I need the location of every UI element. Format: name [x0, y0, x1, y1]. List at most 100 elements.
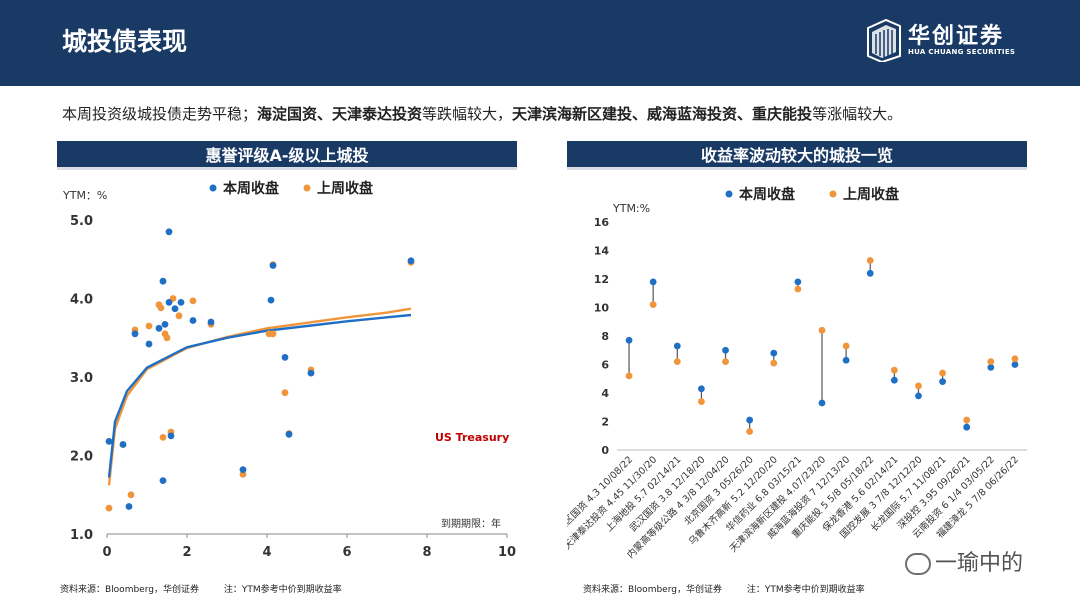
- x-tick-label: 6: [342, 545, 351, 560]
- point-last-week: [746, 428, 754, 435]
- point-last-week: [770, 359, 778, 367]
- point-this-week: [649, 278, 657, 286]
- point-this-week: [239, 466, 247, 473]
- point-this-week: [105, 438, 113, 445]
- left-note-text: 注：YTM参考中价到期收益率: [223, 585, 342, 595]
- right-source: 资料来源：Bloomberg，华创证券 注：YTM参考中价到期收益率: [583, 582, 865, 595]
- point-last-week: [722, 358, 729, 366]
- y-tick-label: 0: [601, 444, 609, 457]
- point-last-week: [105, 504, 113, 512]
- point-this-week: [207, 318, 215, 326]
- point-last-week: [915, 382, 922, 390]
- point-last-week: [1011, 355, 1019, 363]
- point-this-week: [119, 441, 127, 448]
- point-last-week: [818, 326, 826, 334]
- point-last-week: [649, 301, 657, 309]
- point-last-week: [157, 304, 165, 312]
- y-tick-label: 12: [594, 273, 609, 286]
- point-this-week: [155, 324, 163, 332]
- point-this-week: [890, 376, 898, 384]
- left-panel-title: 惠誉评级A-级以上城投: [57, 141, 517, 170]
- point-this-week: [673, 342, 681, 350]
- point-this-week: [866, 269, 874, 277]
- point-this-week: [171, 305, 179, 313]
- wechat-icon: [905, 553, 931, 575]
- point-this-week: [625, 336, 633, 344]
- point-last-week: [963, 416, 971, 424]
- x-tick-label: 4: [262, 545, 271, 560]
- legend-marker-last-week: [829, 190, 837, 198]
- summary-bold-1: 海淀国资、天津泰达投资: [257, 105, 423, 123]
- point-this-week: [167, 432, 175, 440]
- point-last-week: [673, 358, 681, 366]
- y-tick-label: 14: [594, 245, 610, 258]
- legend-marker-this-week: [725, 190, 733, 198]
- left-source: 资料来源：Bloomberg，华创证券 注：YTM参考中价到期收益率: [60, 582, 342, 595]
- point-this-week: [794, 278, 802, 286]
- point-last-week: [239, 470, 247, 478]
- point-this-week: [165, 228, 173, 236]
- point-this-week: [281, 354, 289, 361]
- point-last-week: [159, 434, 167, 441]
- point-this-week: [842, 356, 850, 364]
- y-tick-label: 5.0: [70, 214, 93, 229]
- point-last-week: [939, 369, 946, 377]
- point-last-week: [189, 297, 197, 305]
- point-this-week: [1011, 361, 1019, 368]
- logo-mark-icon: [867, 18, 901, 62]
- point-this-week: [285, 430, 293, 438]
- point-this-week: [746, 416, 754, 424]
- point-last-week: [163, 334, 171, 342]
- point-last-week: [842, 342, 850, 350]
- point-this-week: [131, 330, 139, 338]
- y-tick-label: 16: [594, 216, 610, 229]
- point-this-week: [165, 299, 173, 306]
- point-this-week: [407, 257, 415, 265]
- right-source-text: 资料来源：Bloomberg，华创证券: [583, 585, 722, 595]
- right-panel-title: 收益率波动较大的城投一览: [567, 141, 1027, 170]
- us-treasury-label: US Treasury: [435, 431, 509, 444]
- right-note-text: 注：YTM参考中价到期收益率: [746, 585, 865, 595]
- x-tick-label: 0: [102, 545, 111, 560]
- left-source-text: 资料来源：Bloomberg，华创证券: [60, 585, 199, 595]
- point-this-week: [145, 340, 153, 348]
- point-this-week: [963, 423, 971, 431]
- point-this-week: [698, 385, 705, 393]
- point-this-week: [307, 369, 315, 377]
- point-this-week: [161, 321, 169, 328]
- y-tick-label: 2: [601, 416, 609, 429]
- y-tick-label: 10: [594, 302, 610, 315]
- y-tick-label: 4.0: [70, 293, 93, 308]
- watermark: 一瑜中的: [905, 545, 1023, 577]
- legend-label-last-week: 上周收盘: [843, 186, 899, 203]
- summary-bold-2: 天津滨海新区建投、威海蓝海投资、重庆能投: [512, 105, 813, 123]
- summary-text: 本周投资级城投债走势平稳；海淀国资、天津泰达投资等跌幅较大，天津滨海新区建投、威…: [62, 103, 902, 124]
- fit-curve-this-week: [107, 313, 412, 478]
- y-tick-label: 4: [601, 387, 609, 400]
- point-this-week: [159, 277, 167, 285]
- summary-part-2: 等跌幅较大，: [422, 105, 513, 123]
- scatter-chart: 1.0 2.0 3.0 4.0 5.0 0 2 4 6 8 10 YTM：% 到期期限：年 本周收盘 上周收…: [62, 180, 516, 560]
- y-axis-label: YTM:%: [612, 202, 650, 215]
- point-this-week: [818, 399, 826, 407]
- y-tick-label: 2.0: [70, 450, 93, 465]
- point-this-week: [189, 317, 197, 324]
- x-tick-label: 8: [422, 545, 431, 560]
- x-axis-label: 到期期限：年: [441, 517, 501, 530]
- point-last-week: [281, 389, 289, 397]
- legend-label-this-week: 本周收盘: [223, 180, 279, 197]
- fit-curve-last-week: [107, 307, 412, 486]
- point-last-week: [127, 491, 135, 499]
- point-this-week: [125, 503, 133, 510]
- y-tick-label: 3.0: [70, 371, 93, 386]
- point-last-week: [890, 366, 898, 374]
- point-this-week: [159, 477, 167, 484]
- point-last-week: [175, 312, 183, 320]
- point-this-week: [915, 392, 922, 400]
- logo-text-cn: 华创证券: [908, 24, 1005, 49]
- x-tick-label: 10: [498, 545, 516, 560]
- watermark-text: 一瑜中的: [935, 551, 1024, 576]
- page-title: 城投债表现: [62, 27, 188, 56]
- legend-label-this-week: 本周收盘: [739, 186, 795, 203]
- summary-part-1: 本周投资级城投债走势平稳；: [62, 105, 258, 123]
